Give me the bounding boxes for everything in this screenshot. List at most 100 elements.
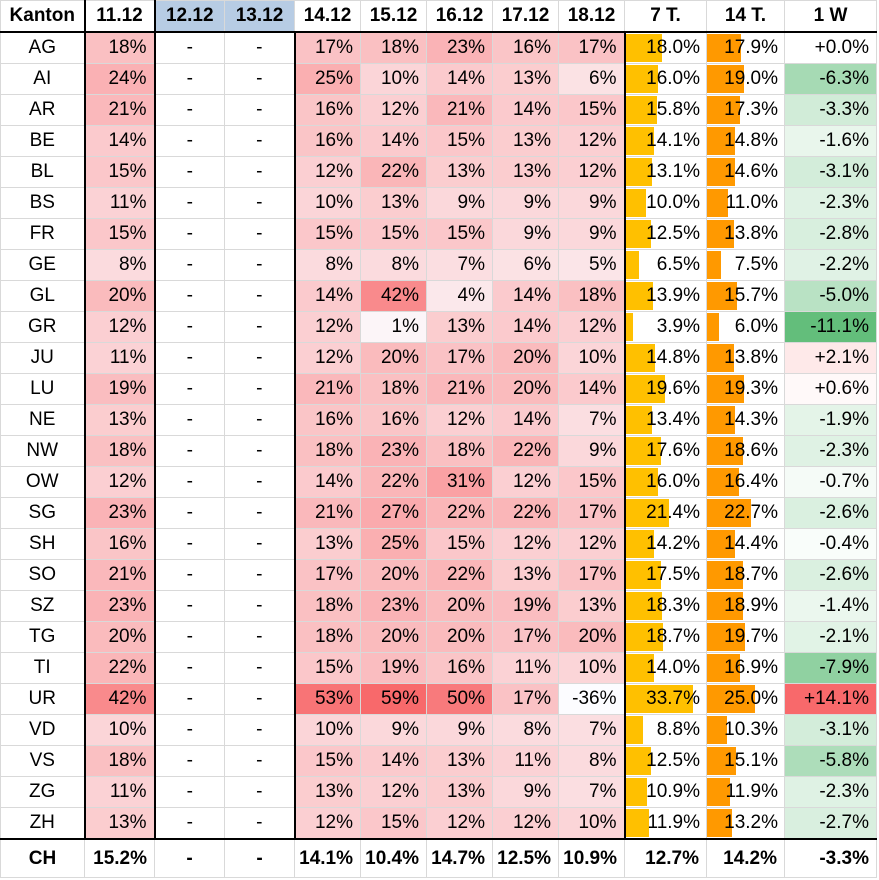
- avg-7-days-cell: 13.4%: [624, 404, 707, 436]
- bar-value-label: 11.9%: [725, 781, 778, 802]
- data-bar: [625, 251, 639, 279]
- daily-value-cell: 17%: [558, 559, 626, 591]
- table-row: AI 24% - -25% 10% 14% 13% 6% 16.0% 19.0% -6.3%: [0, 63, 877, 95]
- table-row: ZH 13% - -12% 15% 12% 12% 10% 11.9% 13.2% -2.7%: [0, 807, 877, 840]
- total-16-12: 14.7%: [426, 838, 493, 878]
- empty-day-cell: -: [154, 311, 225, 343]
- daily-value-cell: 14%: [83, 125, 156, 157]
- total-14-t: 14.2%: [706, 838, 785, 878]
- kanton-cell: SO: [0, 559, 85, 591]
- kanton-cell: LU: [0, 373, 85, 405]
- kanton-cell: ZG: [0, 776, 85, 808]
- empty-day-cell: -: [154, 683, 225, 715]
- daily-value-cell: 31%: [426, 466, 493, 498]
- bar-value-label: 17.3%: [724, 99, 778, 120]
- empty-day-cell: -: [224, 466, 295, 498]
- daily-value-cell: 7%: [558, 404, 626, 436]
- bar-value-label: 3.9%: [656, 316, 700, 337]
- daily-value-cell: 10%: [558, 652, 626, 684]
- empty-day-cell: -: [224, 621, 295, 653]
- avg-14-days-cell: 22.7%: [706, 497, 785, 529]
- daily-value-cell: 21%: [426, 373, 493, 405]
- week-change-cell: -3.1%: [784, 156, 877, 188]
- daily-value-cell: 12%: [426, 404, 493, 436]
- table-row: AR 21% - -16% 12% 21% 14% 15% 15.8% 17.3% -3.3%: [0, 94, 877, 126]
- total-13-12: -: [224, 838, 295, 878]
- daily-value-cell: 16%: [426, 652, 493, 684]
- avg-14-days-cell: 18.6%: [706, 435, 785, 467]
- col-header-12-12: 12.12: [154, 0, 225, 33]
- daily-value-cell: 13%: [83, 807, 156, 840]
- avg-14-days-cell: 19.0%: [706, 63, 785, 95]
- total-14-12: 14.1%: [294, 838, 361, 878]
- empty-day-cell: -: [224, 125, 295, 157]
- empty-day-cell: -: [154, 497, 225, 529]
- daily-value-cell: 9%: [426, 714, 493, 746]
- bar-value-label: 13.2%: [724, 812, 778, 833]
- total-15-12: 10.4%: [360, 838, 427, 878]
- table-row: GE 8% - -8% 8% 7% 6% 5% 6.5% 7.5% -2.2%: [0, 249, 877, 281]
- data-bar: [707, 158, 736, 186]
- data-bar: [625, 344, 656, 372]
- daily-value-cell: 12%: [558, 528, 626, 560]
- daily-value-cell: 15%: [293, 218, 361, 250]
- daily-value-cell: 15%: [83, 218, 156, 250]
- daily-value-cell: 23%: [360, 590, 427, 622]
- data-bar: [625, 65, 658, 93]
- bar-value-label: 14.0%: [646, 657, 700, 678]
- empty-day-cell: -: [224, 776, 295, 808]
- daily-value-cell: 10%: [293, 187, 361, 219]
- daily-value-cell: 23%: [426, 31, 493, 64]
- bar-value-label: 18.9%: [724, 595, 778, 616]
- bar-value-label: 12.5%: [646, 750, 700, 771]
- empty-day-cell: -: [154, 466, 225, 498]
- avg-14-days-cell: 18.7%: [706, 559, 785, 591]
- table-row: TI 22% - -15% 19% 16% 11% 10% 14.0% 16.9% -7.9%: [0, 652, 877, 684]
- daily-value-cell: 20%: [426, 590, 493, 622]
- bar-value-label: 7.5%: [734, 254, 778, 275]
- empty-day-cell: -: [224, 404, 295, 436]
- table-row: SZ 23% - -18% 23% 20% 19% 13% 18.3% 18.9% -1.4%: [0, 590, 877, 622]
- avg-7-days-cell: 18.0%: [624, 31, 707, 64]
- daily-value-cell: 20%: [558, 621, 626, 653]
- daily-value-cell: 21%: [293, 373, 361, 405]
- bar-value-label: 18.7%: [646, 626, 700, 647]
- daily-value-cell: 18%: [83, 31, 156, 64]
- daily-value-cell: 8%: [360, 249, 427, 281]
- avg-14-days-cell: 10.3%: [706, 714, 785, 746]
- daily-value-cell: 16%: [293, 125, 361, 157]
- bar-value-label: 16.0%: [646, 68, 700, 89]
- kanton-cell: NE: [0, 404, 85, 436]
- bar-value-label: 19.0%: [724, 68, 778, 89]
- daily-value-cell: 11%: [83, 776, 156, 808]
- daily-value-cell: 50%: [426, 683, 493, 715]
- avg-7-days-cell: 13.1%: [624, 156, 707, 188]
- table-row: FR 15% - -15% 15% 15% 9% 9% 12.5% 13.8% -2.8%: [0, 218, 877, 250]
- data-bar: [625, 499, 669, 527]
- avg-14-days-cell: 14.6%: [706, 156, 785, 188]
- daily-value-cell: 9%: [492, 776, 559, 808]
- bar-value-label: 14.2%: [646, 533, 700, 554]
- table-row: BL 15% - -12% 22% 13% 13% 12% 13.1% 14.6% -3.1%: [0, 156, 877, 188]
- daily-value-cell: 15%: [426, 218, 493, 250]
- daily-value-cell: 14%: [293, 280, 361, 312]
- daily-value-cell: 12%: [293, 156, 361, 188]
- daily-value-cell: 9%: [558, 187, 626, 219]
- week-change-cell: -5.8%: [784, 745, 877, 777]
- daily-value-cell: 21%: [83, 559, 156, 591]
- daily-value-cell: 12%: [426, 807, 493, 840]
- week-change-cell: -1.4%: [784, 590, 877, 622]
- daily-value-cell: 20%: [360, 559, 427, 591]
- empty-day-cell: -: [154, 342, 225, 374]
- week-change-cell: -1.9%: [784, 404, 877, 436]
- daily-value-cell: 12%: [360, 94, 427, 126]
- daily-value-cell: 12%: [492, 528, 559, 560]
- empty-day-cell: -: [154, 125, 225, 157]
- daily-value-cell: 12%: [293, 807, 361, 840]
- empty-day-cell: -: [224, 63, 295, 95]
- avg-7-days-cell: 16.0%: [624, 63, 707, 95]
- bar-value-label: 10.9%: [646, 781, 700, 802]
- daily-value-cell: 42%: [83, 683, 156, 715]
- daily-value-cell: 20%: [83, 280, 156, 312]
